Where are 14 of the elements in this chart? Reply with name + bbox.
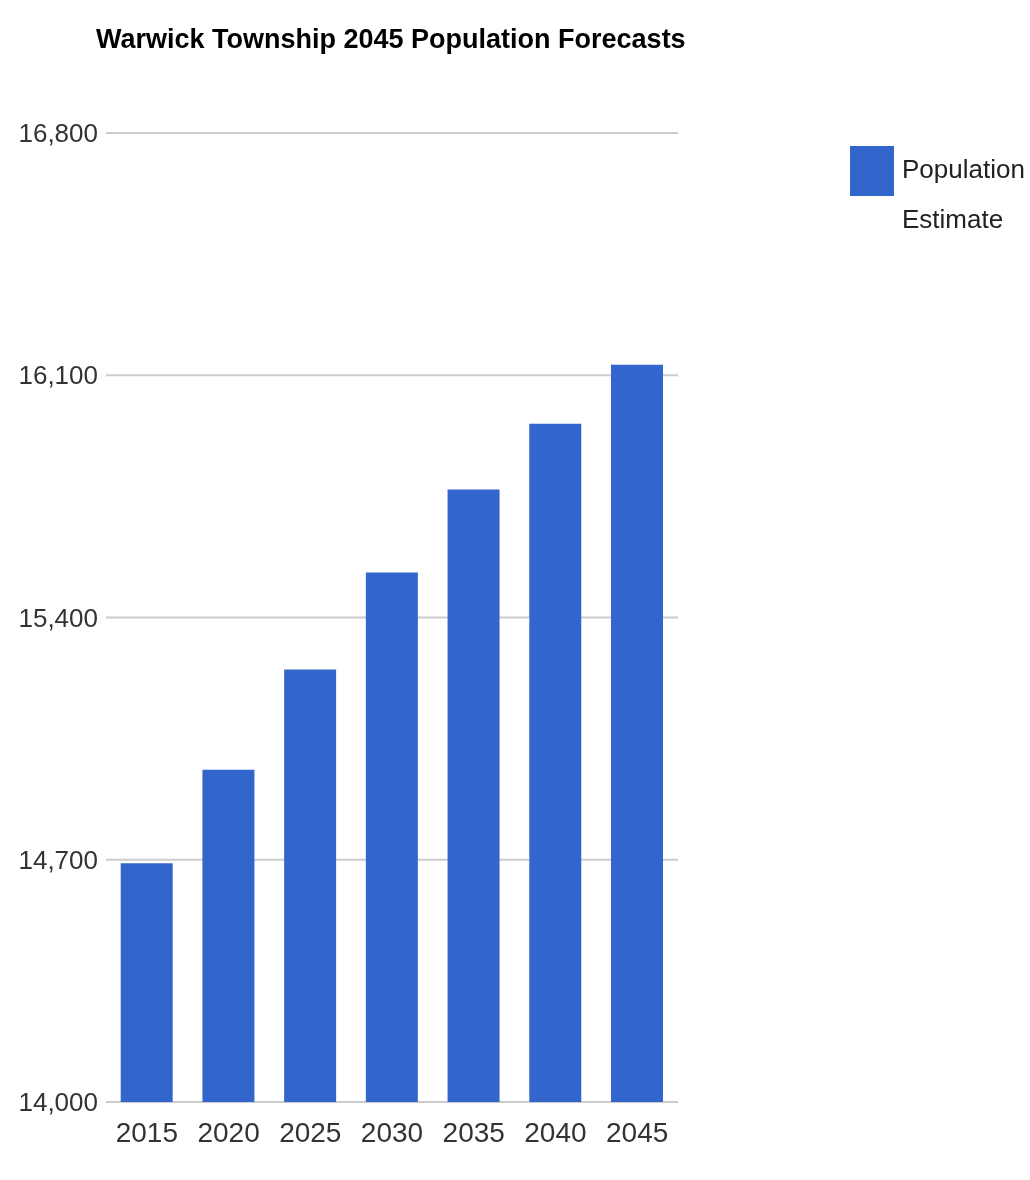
x-tick-label: 2025	[279, 1116, 342, 1148]
x-tick-label: 2035	[442, 1116, 505, 1148]
legend-label: Population Estimate	[902, 154, 1025, 234]
y-tick-label: 16,800	[18, 118, 98, 149]
x-tick-label: 2045	[605, 1116, 669, 1148]
y-tick-label: 14,700	[18, 844, 98, 875]
y-tick-label: 15,400	[18, 602, 98, 633]
x-tick-label: 2020	[197, 1116, 260, 1148]
x-tick-label: 2040	[524, 1116, 587, 1148]
x-tick-label: 2015	[115, 1116, 179, 1148]
y-tick-label: 14,000	[18, 1087, 98, 1118]
chart-title: Warwick Township 2045 Population Forecasts	[96, 24, 686, 55]
x-tick-label: 2030	[360, 1116, 424, 1148]
y-tick-label: 16,100	[18, 360, 98, 391]
